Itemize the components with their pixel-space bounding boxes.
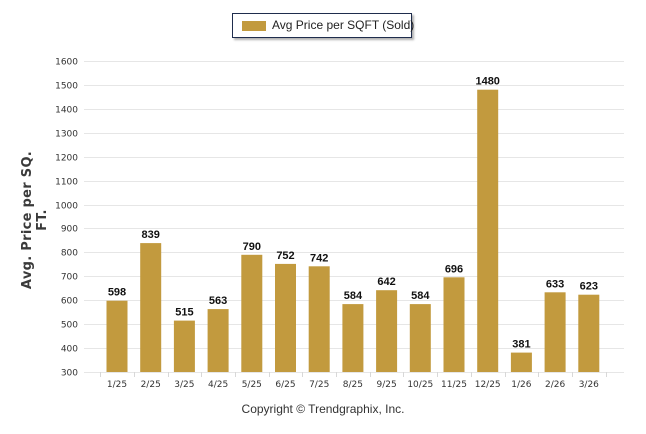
data-label: 642 (377, 276, 395, 288)
data-label: 1480 (475, 76, 499, 88)
data-label: 584 (344, 290, 363, 302)
y-tick-label: 1500 (55, 82, 78, 92)
bar (140, 243, 162, 372)
data-label: 839 (142, 229, 160, 241)
y-axis-label: Avg. Price per SQ. FT. (20, 150, 50, 290)
bar (376, 290, 398, 372)
x-tick-label: 2/25 (141, 380, 161, 390)
bar (409, 304, 431, 372)
x-tick-label: 8/25 (343, 380, 363, 390)
bar (477, 89, 499, 372)
y-tick-label: 300 (61, 369, 78, 379)
data-label: 790 (243, 241, 261, 253)
legend-label: Avg Price per SQFT (Sold) (272, 18, 415, 32)
bar (241, 254, 263, 372)
x-tick-label: 10/25 (407, 380, 433, 390)
y-tick-label: 1000 (55, 202, 78, 212)
y-tick-label: 600 (61, 297, 78, 307)
bar (308, 266, 330, 372)
x-tick-label: 12/25 (475, 380, 501, 390)
bars (106, 89, 600, 372)
data-label: 584 (411, 290, 430, 302)
bar (106, 300, 128, 372)
y-tick-label: 1600 (55, 58, 78, 68)
y-tick-label: 700 (61, 273, 78, 283)
x-tick-label: 1/26 (511, 380, 531, 390)
bar (544, 292, 566, 372)
x-tick-label: 3/26 (579, 380, 599, 390)
y-tick-label: 1400 (55, 106, 78, 116)
bar (443, 277, 465, 372)
bar (510, 352, 532, 372)
y-tick-label: 1200 (55, 154, 78, 164)
data-label: 752 (276, 250, 294, 262)
copyright-footer: Copyright © Trendgraphix, Inc. (241, 402, 405, 416)
x-axis-ticks: 1/25 2/25 3/25 4/25 5/25 6/25 7/25 8/25 9/25 10/2… (100, 372, 607, 390)
data-label: 563 (209, 295, 227, 307)
x-tick-label: 4/25 (208, 380, 228, 390)
bar (207, 309, 229, 372)
data-label: 598 (108, 287, 126, 299)
data-labels: 598 839 515 563 790 752 742 584 642 584 696 1480 381… (108, 76, 598, 351)
y-tick-label: 400 (61, 345, 78, 355)
grid-lines (84, 61, 624, 373)
bar (342, 304, 364, 372)
x-tick-label: 1/25 (107, 380, 127, 390)
y-tick-label: 800 (61, 249, 78, 259)
x-tick-label: 7/25 (309, 380, 329, 390)
data-label: 381 (512, 339, 530, 351)
legend-swatch (242, 21, 266, 31)
x-tick-label: 6/25 (275, 380, 295, 390)
bar (275, 263, 296, 372)
data-label: 633 (546, 278, 564, 290)
x-tick-label: 3/25 (174, 380, 194, 390)
x-tick-label: 2/26 (545, 380, 565, 390)
y-tick-label: 1300 (55, 130, 78, 140)
bar (173, 320, 195, 372)
y-tick-label: 500 (61, 321, 78, 331)
legend: Avg Price per SQFT (Sold) (232, 13, 415, 38)
x-tick-label: 11/25 (441, 380, 467, 390)
y-tick-label: 900 (61, 225, 78, 235)
y-tick-label: 1100 (55, 178, 78, 188)
bar (578, 294, 600, 372)
data-label: 696 (445, 263, 463, 275)
y-axis-ticks: 300 400 500 600 700 800 900 1000 1100 1200 1300 140… (55, 58, 78, 379)
data-label: 623 (580, 281, 598, 293)
x-tick-label: 9/25 (376, 380, 396, 390)
x-tick-label: 5/25 (242, 380, 262, 390)
data-label: 515 (175, 307, 193, 319)
data-label: 742 (310, 252, 328, 264)
